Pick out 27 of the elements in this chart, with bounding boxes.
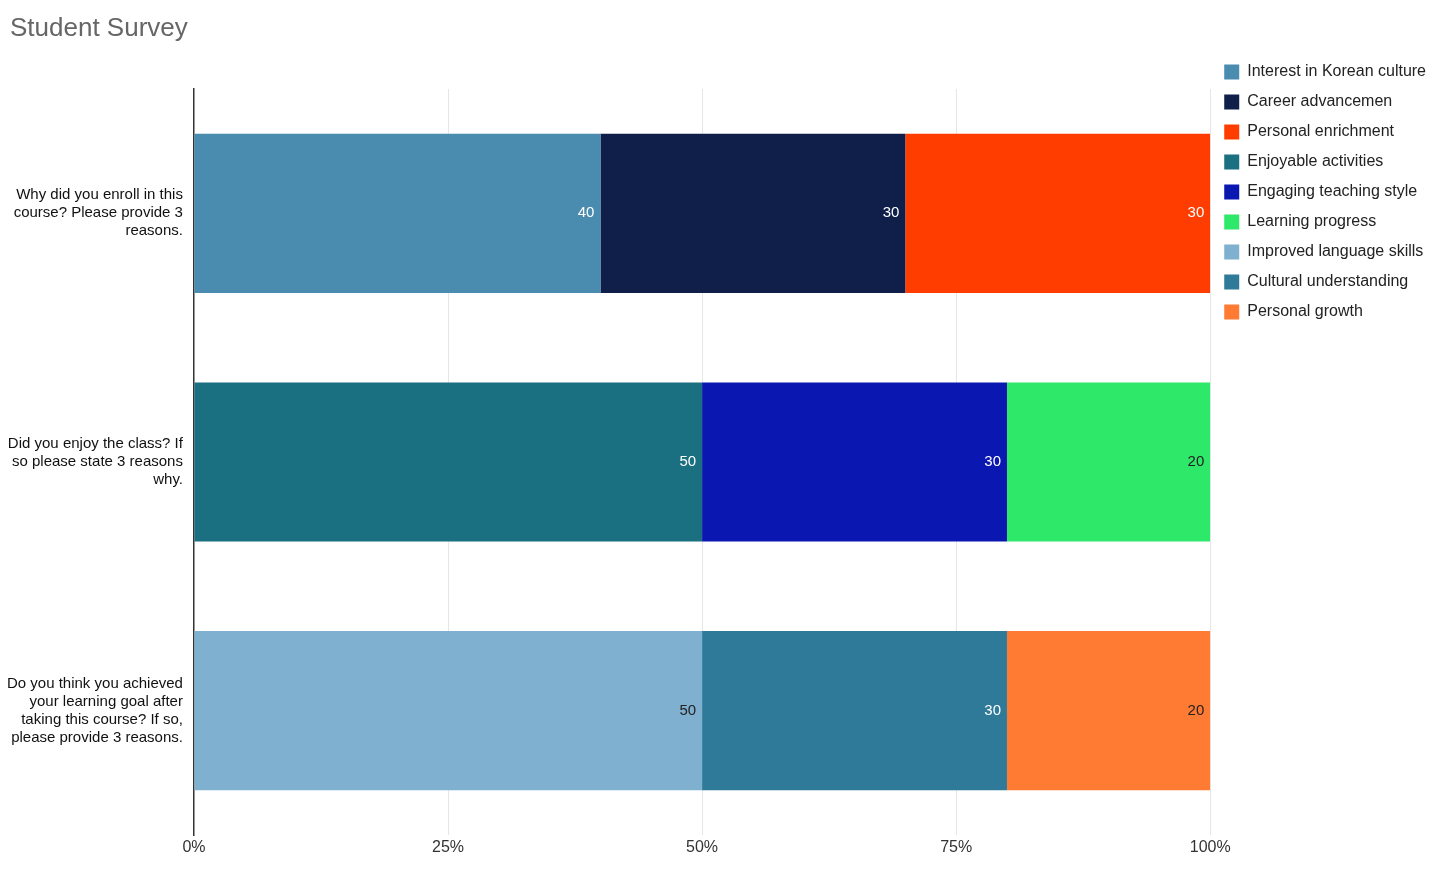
data-label: 30 <box>1187 203 1205 221</box>
chart-title: Student Survey <box>10 12 188 43</box>
y-tick-label: Why did you enroll in this course? Please provide 3 reasons. <box>13 185 183 239</box>
legend-label: Enjoyable activities <box>1247 152 1384 170</box>
x-tick-label: 25% <box>432 838 465 856</box>
data-label: 20 <box>1187 452 1205 470</box>
x-tick-label: 50% <box>686 838 719 856</box>
x-tick-label: 100% <box>1189 838 1231 856</box>
legend-label: Interest in Korean culture <box>1247 62 1427 80</box>
y-tick-label: Did you enjoy the class? If so please state 3 reasons why. <box>7 434 184 488</box>
legend-label: Career advancemen <box>1247 92 1393 110</box>
x-tick-label: 75% <box>940 838 973 856</box>
data-label: 20 <box>1187 700 1205 718</box>
data-label: 30 <box>984 452 1001 470</box>
data-label: 30 <box>984 700 1001 718</box>
legend-label: Cultural understanding <box>1247 272 1409 290</box>
legend-label: Personal enrichment <box>1247 122 1395 140</box>
legend-label: Learning progress <box>1247 212 1377 230</box>
data-label: 30 <box>882 203 900 221</box>
legend-label: Personal growth <box>1247 302 1363 320</box>
data-label: 50 <box>679 452 697 470</box>
legend-label: Improved language skills <box>1247 242 1424 260</box>
data-label: 40 <box>577 203 595 221</box>
x-tick-label: 0% <box>182 838 206 856</box>
data-label: 50 <box>679 700 697 718</box>
legend-label: Engaging teaching style <box>1247 182 1418 200</box>
y-tick-label: Do you think you achieved your learning goal after taking this course? If so, please provide 3 reasons. <box>6 673 183 745</box>
